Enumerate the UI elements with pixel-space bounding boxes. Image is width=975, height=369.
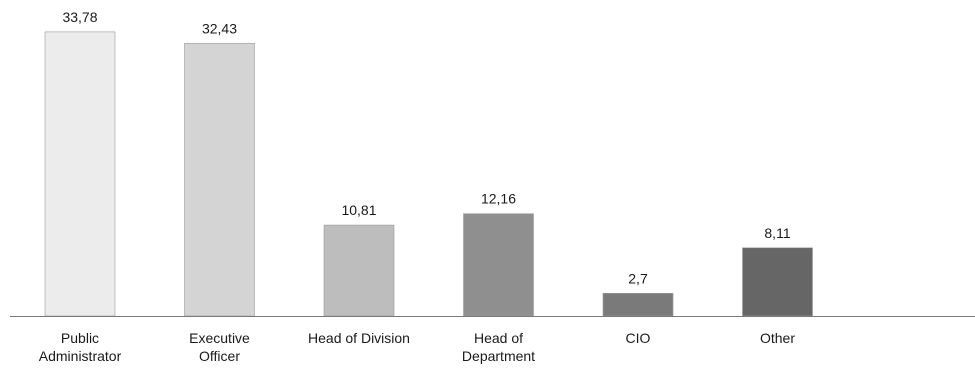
bar-3 bbox=[463, 213, 534, 317]
category-label-2: Head of Division bbox=[308, 330, 410, 346]
category-label-4: CIO bbox=[626, 330, 651, 346]
bar-0 bbox=[44, 31, 116, 317]
category-label-3: Head of Department bbox=[462, 330, 535, 364]
value-label-0: 33,78 bbox=[62, 9, 97, 25]
bar-2 bbox=[323, 224, 395, 317]
value-label-4: 2,7 bbox=[628, 270, 648, 286]
category-labels-group: Public Administrator Executive Officer Head … bbox=[39, 330, 796, 364]
value-label-2: 10,81 bbox=[341, 202, 376, 218]
category-label-0: Public Administrator bbox=[39, 330, 122, 364]
bar-5 bbox=[742, 247, 813, 317]
category-label-1: Executive Officer bbox=[189, 330, 250, 364]
value-label-3: 12,16 bbox=[481, 191, 516, 207]
bars-group bbox=[44, 31, 813, 317]
bar-4 bbox=[602, 292, 674, 317]
value-labels-group: 33,78 32,43 10,81 12,16 2,7 8,11 bbox=[62, 9, 790, 286]
value-label-5: 8,11 bbox=[764, 225, 790, 241]
category-label-5: Other bbox=[760, 330, 795, 346]
value-label-1: 32,43 bbox=[202, 20, 237, 36]
bar-1 bbox=[184, 42, 255, 317]
